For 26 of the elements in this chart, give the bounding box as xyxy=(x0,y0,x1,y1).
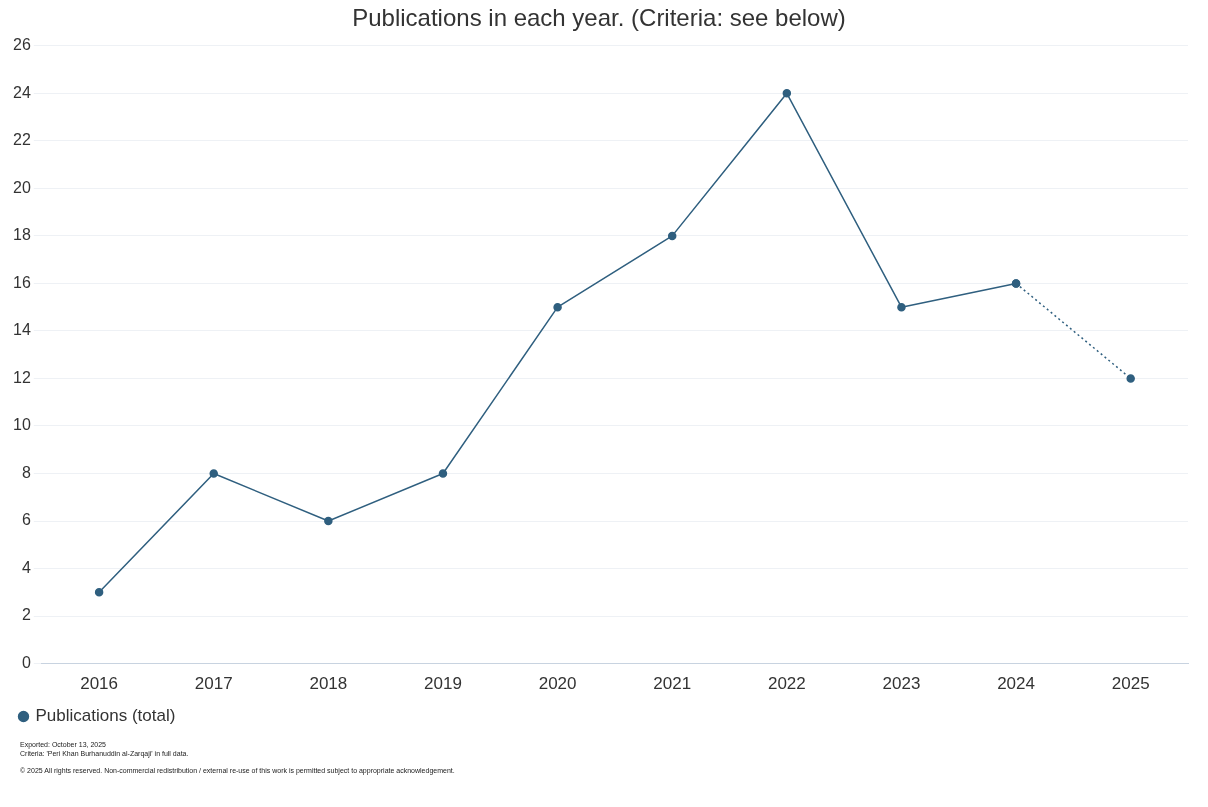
x-tick-label: 2017 xyxy=(194,674,233,694)
y-tick-label: 8 xyxy=(21,463,31,481)
y-tick-label: 26 xyxy=(13,36,31,54)
y-tick-label: 0 xyxy=(21,654,31,672)
x-tick-label: 2025 xyxy=(1111,674,1150,694)
x-tick-label: 2020 xyxy=(538,674,577,694)
x-tick-label: 2024 xyxy=(997,674,1035,694)
y-tick-label: 4 xyxy=(21,558,31,576)
x-tick-label: 2022 xyxy=(767,674,806,694)
y-tick-label: 2 xyxy=(21,606,31,624)
y-tick-label: 14 xyxy=(13,321,31,339)
y-tick-label: 10 xyxy=(13,416,31,434)
x-tick-label: 2016 xyxy=(80,674,119,694)
y-tick-label: 22 xyxy=(13,131,31,149)
y-tick-label: 20 xyxy=(13,178,31,196)
y-tick-label: 12 xyxy=(13,368,31,386)
x-tick-label: 2021 xyxy=(653,674,692,694)
legend-label: Publications (total) xyxy=(35,706,176,726)
x-tick-label: 2019 xyxy=(424,674,462,694)
x-tick-label: 2023 xyxy=(882,674,921,694)
chart-title: Publications in each year. (Criteria: see below) xyxy=(352,4,846,32)
x-tick-label: 2018 xyxy=(309,674,348,694)
y-tick-label: 6 xyxy=(21,511,31,529)
y-tick-label: 16 xyxy=(13,273,31,291)
y-tick-label: 18 xyxy=(13,226,31,244)
y-tick-label: 24 xyxy=(13,83,31,101)
